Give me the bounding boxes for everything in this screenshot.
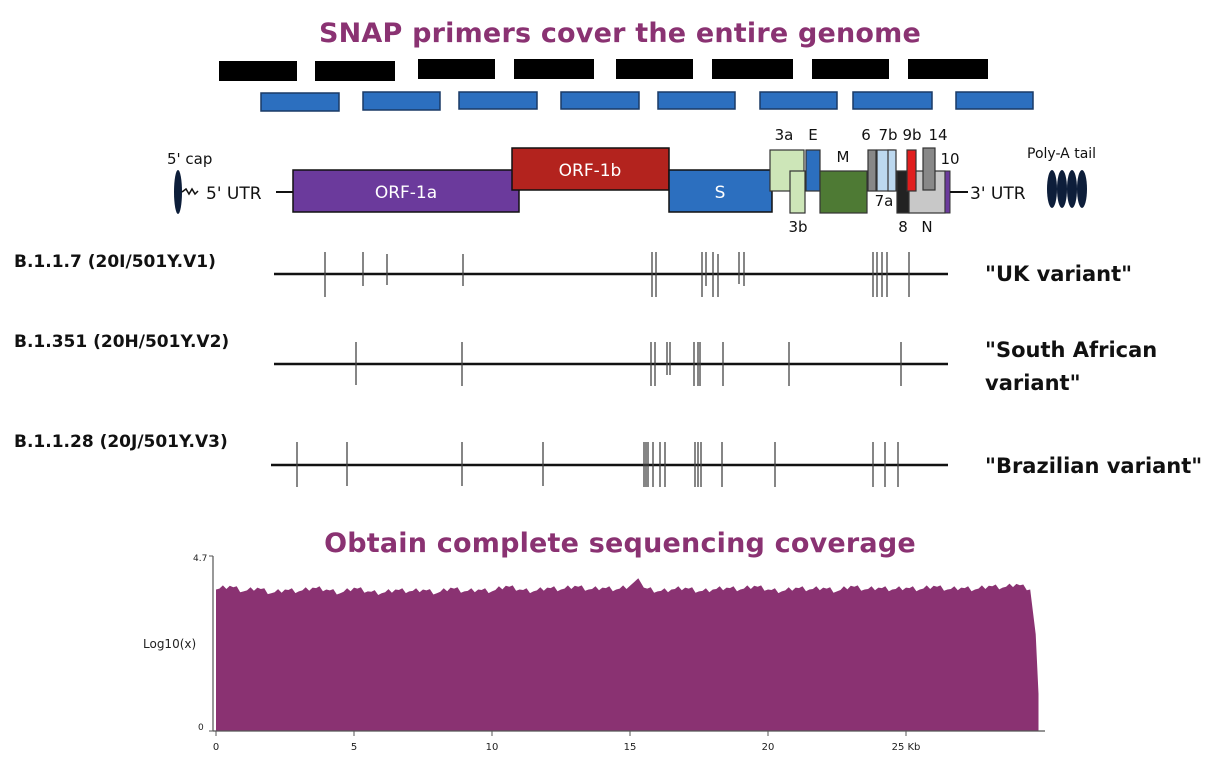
y-tick-label-bottom: 0 (198, 723, 204, 733)
five-cap-icon (174, 170, 182, 214)
primer-bottom-4 (560, 91, 640, 110)
primer-top-7 (812, 59, 889, 79)
gene-10-label: 10 (940, 150, 959, 168)
primer-bottom-8 (955, 91, 1034, 110)
mutation-ticks-sa (355, 342, 902, 386)
primer-top-1 (219, 61, 297, 81)
primer-bottom-1 (260, 92, 340, 112)
x-tick-label-0: 0 (213, 742, 219, 753)
y-tick-label-top: 4.7 (193, 554, 207, 564)
coverage-chart: 4.7 0 Log10(x) 0 5 10 15 20 25 Kb (143, 554, 1045, 753)
gene-8-label: 8 (898, 218, 908, 236)
y-axis-label: Log10(x) (143, 637, 196, 651)
x-tick-label-15: 15 (624, 742, 637, 753)
gene-e (805, 149, 821, 192)
gene-s (668, 169, 773, 213)
primer-top-4 (514, 59, 594, 79)
five-cap-label: 5' cap (167, 150, 212, 168)
primer-row-bottom (260, 91, 1034, 112)
gene-14-label: 14 (928, 126, 947, 144)
primer-bottom-3 (458, 91, 538, 110)
gene-9b (906, 149, 917, 192)
mutation-ticks-uk (324, 252, 910, 297)
primers-title: SNAP primers cover the entire genome (318, 18, 922, 49)
polya-icon (1047, 170, 1087, 208)
variant-name-br: B.1.1.28 (20J/501Y.V3) (14, 432, 228, 452)
five-utr-label: 5' UTR (206, 184, 262, 204)
gene-orf1a-label: ORF-1a (375, 183, 437, 203)
coverage-area (216, 578, 1039, 731)
primer-top-3 (418, 59, 495, 79)
gene-n-label: N (921, 218, 932, 236)
variant-track-uk (274, 252, 948, 297)
coverage-title: Obtain complete sequencing coverage (324, 528, 916, 559)
gene-orf1a (292, 169, 520, 213)
gene-9b-label: 9b (902, 126, 921, 144)
variant-label-sa: "South African variant" (985, 338, 1158, 395)
gene-6 (867, 149, 877, 192)
three-utr-label: 3' UTR (970, 184, 1026, 204)
gene-7a (887, 149, 897, 192)
genome-map: 5' cap 5' UTR ORF-1a ORF-1b S 3a 3b E M … (167, 126, 1096, 236)
primer-top-5 (616, 59, 693, 79)
gene-m-label: M (837, 148, 850, 166)
variant-label-br: "Brazilian variant" (985, 454, 1203, 478)
gene-e-label: E (808, 126, 817, 144)
polya-label: Poly-A tail (1027, 146, 1096, 162)
gene-6-label: 6 (861, 126, 871, 144)
variant-name-uk: B.1.1.7 (20I/501Y.V1) (14, 252, 216, 272)
gene-3b-label: 3b (788, 218, 807, 236)
variant-label-uk: "UK variant" (985, 262, 1133, 286)
gene-14 (922, 147, 936, 191)
primer-bottom-7 (852, 91, 933, 110)
variant-name-sa: B.1.351 (20H/501Y.V2) (14, 332, 230, 352)
x-ticks (215, 731, 907, 736)
x-tick-label-25: 25 Kb (892, 742, 921, 753)
gene-10 (944, 170, 951, 214)
variant-track-br (271, 442, 948, 487)
cap-linker (181, 187, 199, 196)
gene-3b (789, 170, 806, 214)
primer-bottom-5 (657, 91, 736, 110)
variant-track-sa (274, 342, 948, 386)
gene-3a-label: 3a (775, 126, 794, 144)
x-tick-label-20: 20 (762, 742, 775, 753)
mutation-ticks-br (296, 442, 899, 487)
x-tick-label-10: 10 (486, 742, 499, 753)
primer-top-8 (908, 59, 988, 79)
primer-row-top (219, 59, 988, 81)
x-tick-label-5: 5 (351, 742, 357, 753)
primer-bottom-6 (759, 91, 838, 110)
gene-s-label: S (715, 183, 726, 203)
primer-top-2 (315, 61, 395, 81)
gene-orf1b-label: ORF-1b (559, 161, 622, 181)
gene-7b-label: 7b (878, 126, 897, 144)
gene-orf1b (511, 147, 670, 191)
gene-7a-label: 7a (875, 192, 894, 210)
primer-bottom-2 (362, 91, 441, 111)
gene-m (819, 170, 868, 214)
primer-top-6 (712, 59, 793, 79)
